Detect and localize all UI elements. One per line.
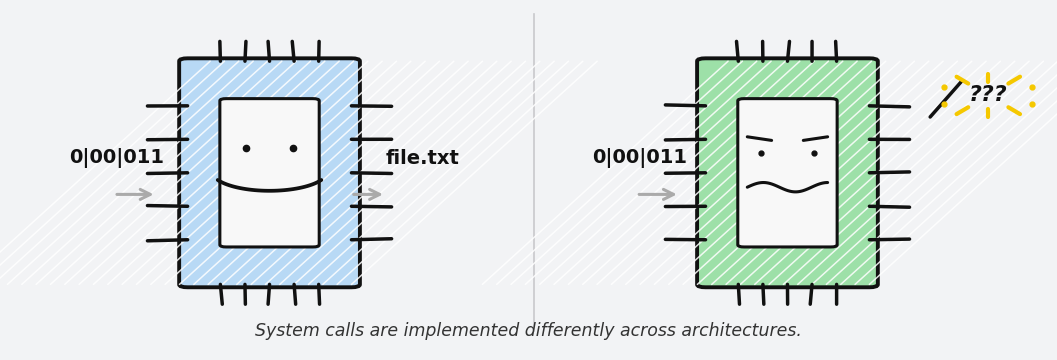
Text: 0|00|011: 0|00|011 xyxy=(592,148,687,168)
Text: 0|00|011: 0|00|011 xyxy=(69,148,164,168)
Text: ???: ??? xyxy=(969,85,1007,105)
FancyBboxPatch shape xyxy=(698,58,877,287)
Text: System calls are implemented differently across architectures.: System calls are implemented differently… xyxy=(255,322,802,340)
FancyBboxPatch shape xyxy=(220,99,319,247)
FancyBboxPatch shape xyxy=(738,99,837,247)
Text: file.txt: file.txt xyxy=(386,149,460,168)
FancyBboxPatch shape xyxy=(179,58,359,287)
